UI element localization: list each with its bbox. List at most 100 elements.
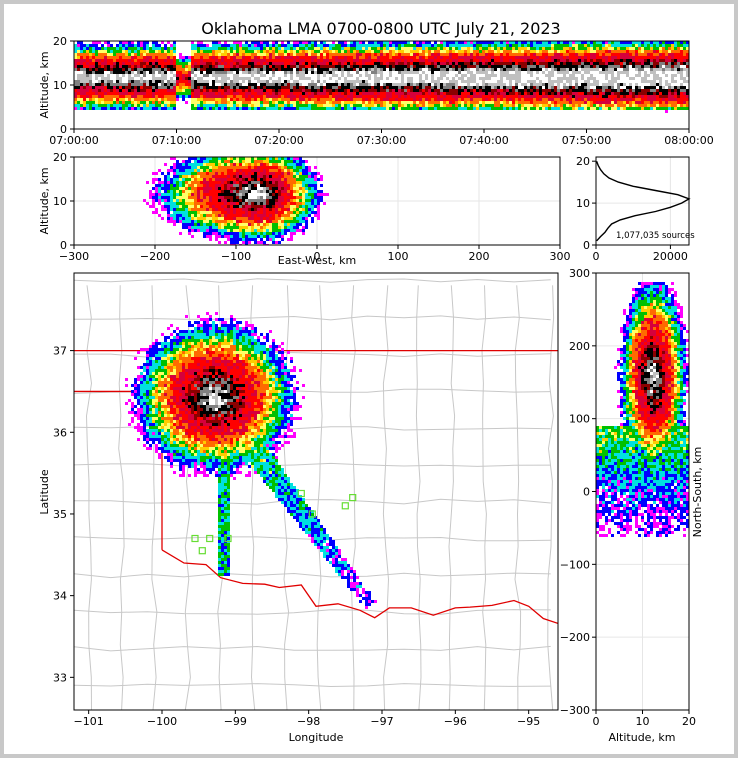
density-cell [191,107,194,110]
density-cell [674,92,677,95]
density-cell [89,83,92,86]
density-cell [254,92,257,95]
density-cell [203,166,206,169]
density-cell [251,56,254,59]
density-cell [410,47,413,50]
density-cell [587,41,590,44]
density-cell [248,83,251,86]
density-cell [386,95,389,98]
density-cell [569,83,572,86]
density-cell [482,107,485,110]
density-cell [254,175,257,178]
density-cell [92,98,95,101]
density-cell [482,65,485,68]
density-cell [158,89,161,92]
density-cell [629,89,632,92]
density-cell [266,98,269,101]
density-cell [509,107,512,110]
density-cell [158,92,161,95]
density-cell [299,92,302,95]
density-cell [416,50,419,53]
density-cell [548,62,551,65]
density-cell [197,59,200,62]
density-cell [206,56,209,59]
density-cell [92,80,95,83]
density-cell [437,101,440,104]
density-cell [599,50,602,53]
density-cell [104,59,107,62]
density-cell [89,80,92,83]
density-cell [299,53,302,56]
density-cell [671,41,674,44]
density-cell [398,80,401,83]
density-cell [554,47,557,50]
density-cell [497,83,500,86]
density-cell [515,80,518,83]
density-cell [335,50,338,53]
density-cell [650,59,653,62]
density-cell [395,80,398,83]
density-cell [539,74,542,77]
density-cell [77,56,80,59]
density-cell [110,71,113,74]
density-cell [650,107,653,110]
density-cell [473,83,476,86]
density-cell [278,101,281,104]
density-cell [494,83,497,86]
density-cell [137,44,140,47]
density-cell [395,59,398,62]
density-cell [419,101,422,104]
density-cell [455,56,458,59]
density-cell [215,169,218,172]
density-cell [155,50,158,53]
density-cell [83,50,86,53]
density-cell [509,77,512,80]
density-cell [107,53,110,56]
density-cell [350,83,353,86]
density-cell [413,74,416,77]
density-cell [245,62,248,65]
density-cell [239,166,242,169]
density-cell [674,83,677,86]
density-cell [74,98,77,101]
density-cell [674,104,677,107]
density-cell [431,56,434,59]
density-cell [452,107,455,110]
density-cell [479,104,482,107]
density-cell [407,92,410,95]
density-cell [311,65,314,68]
density-cell [257,53,260,56]
density-cell [521,80,524,83]
density-cell [515,50,518,53]
density-cell [599,83,602,86]
density-cell [503,104,506,107]
density-cell [248,92,251,95]
density-cell [230,166,233,169]
density-cell [143,68,146,71]
density-cell [518,50,521,53]
density-cell [473,104,476,107]
density-cell [122,83,125,86]
density-cell [389,59,392,62]
density-cell [182,172,185,175]
density-cell [518,56,521,59]
density-cell [677,59,680,62]
density-cell [302,65,305,68]
density-cell [686,44,689,47]
density-cell [347,107,350,110]
density-cell [440,86,443,89]
density-cell [578,74,581,77]
density-cell [644,98,647,101]
density-cell [482,83,485,86]
density-cell [677,74,680,77]
density-cell [410,101,413,104]
density-cell [398,86,401,89]
density-cell [239,92,242,95]
density-cell [245,95,248,98]
density-cell [323,101,326,104]
density-cell [539,104,542,107]
density-cell [476,62,479,65]
density-cell [647,95,650,98]
density-cell [194,172,197,175]
density-cell [224,47,227,50]
